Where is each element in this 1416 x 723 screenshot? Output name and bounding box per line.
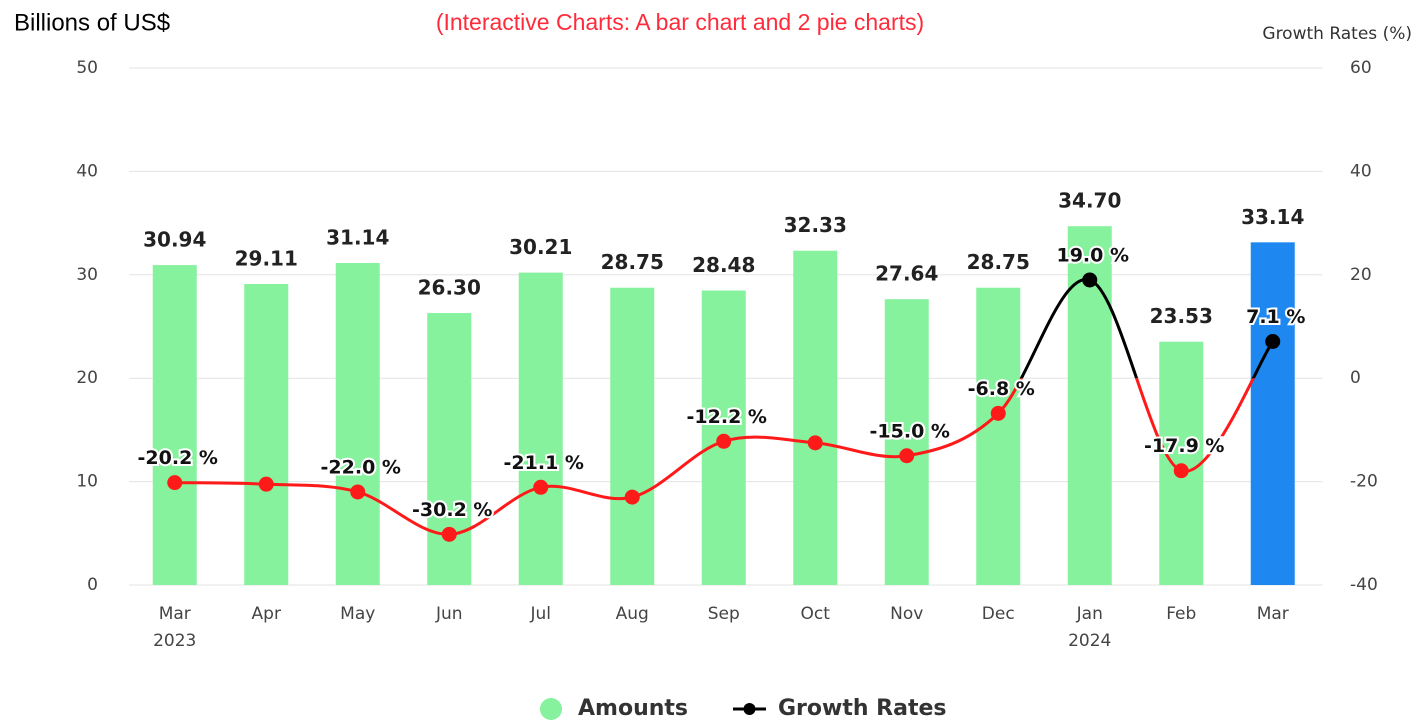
y-axis-label: Billions of US$ [14,9,170,36]
bar [152,265,197,585]
legend-swatch [743,703,756,715]
x-tick-label: Feb [1166,604,1196,624]
chart-title: (Interactive Charts: A bar chart and 2 p… [436,9,924,35]
x-tick-label: Mar [159,604,191,624]
line-value-label: 7.1 % [1246,306,1305,328]
line-value-label: -15.0 % [870,420,950,442]
bar-value-label: 28.75 [967,250,1030,274]
bar-value-label: 30.94 [143,228,206,252]
x-tick-label: Oct [801,604,831,624]
line-point [1265,333,1281,349]
y-tick-label: 40 [76,161,98,181]
y2-tick-label: -20 [1350,472,1378,492]
x-tick-label: Apr [252,604,281,624]
bar [884,299,929,585]
bar-value-label: 28.48 [692,253,755,277]
x-tick-label: Aug [616,604,649,624]
line-point [350,484,366,500]
x-tick-label: 2024 [1068,631,1111,651]
line-point [807,435,823,451]
bar-value-label: 34.70 [1058,189,1121,213]
bar-value-label: 26.30 [418,276,481,300]
x-tick-label: Nov [890,604,923,624]
line-point [716,433,732,449]
bar-value-label: 30.21 [509,235,572,259]
line [1019,278,1274,379]
x-tick-label: Sep [708,604,740,624]
x-tick-label: Dec [982,604,1015,624]
bar-value-label: 32.33 [784,213,847,237]
y2-axis-label: Growth Rates (%) [1262,24,1412,44]
line-value-label: -20.2 % [138,447,218,469]
bar [793,250,838,585]
y-tick-label: 50 [76,58,98,78]
y2-tick-label: -40 [1350,575,1378,595]
x-tick-label: Jan [1076,604,1103,624]
x-tick-label: 2023 [153,631,196,651]
legend-swatch [540,698,562,720]
y2-tick-label: 60 [1350,58,1372,78]
bar [518,272,563,585]
line-value-label: -12.2 % [687,406,767,428]
x-tick-label: Jun [435,604,463,624]
line-point [624,489,640,505]
line-point [167,475,183,491]
line-point [899,448,915,464]
y2-tick-label: 20 [1350,265,1372,285]
line-value-label: -30.2 % [412,499,492,521]
line-value-label: -6.8 % [968,378,1035,400]
y-tick-label: 30 [76,265,98,285]
bar [976,287,1021,585]
y-tick-label: 0 [87,575,98,595]
y-tick-label: 20 [76,368,98,388]
line-point [990,405,1006,421]
legend-label: Amounts [578,696,688,721]
bar [610,287,655,585]
line-point [258,476,274,492]
bar-value-label: 23.53 [1150,304,1213,328]
bar [427,313,472,585]
y-tick-label: 10 [76,472,98,492]
line-point [1082,272,1098,288]
line-point [533,479,549,495]
bar-value-label: 29.11 [235,247,298,271]
bar [335,263,380,585]
line-value-label: -22.0 % [321,456,401,478]
x-tick-label: Mar [1257,604,1289,624]
line-point [1173,463,1189,479]
bar-value-label: 28.75 [601,250,664,274]
line [174,378,1256,536]
x-tick-label: May [340,604,375,624]
line-value-label: -17.9 % [1144,435,1224,457]
line-value-label: 19.0 % [1056,244,1129,266]
line-value-label: -21.1 % [504,452,584,474]
x-tick-label: Jul [529,604,551,624]
bar-value-label: 27.64 [875,262,938,286]
bar-value-label: 33.14 [1241,205,1304,229]
bar [1250,242,1295,585]
y2-tick-label: 0 [1350,368,1361,388]
bar [244,284,289,585]
y2-tick-label: 40 [1350,161,1372,181]
line-point [441,526,457,542]
bar-value-label: 31.14 [326,226,389,250]
legend-label: Growth Rates [778,696,947,721]
